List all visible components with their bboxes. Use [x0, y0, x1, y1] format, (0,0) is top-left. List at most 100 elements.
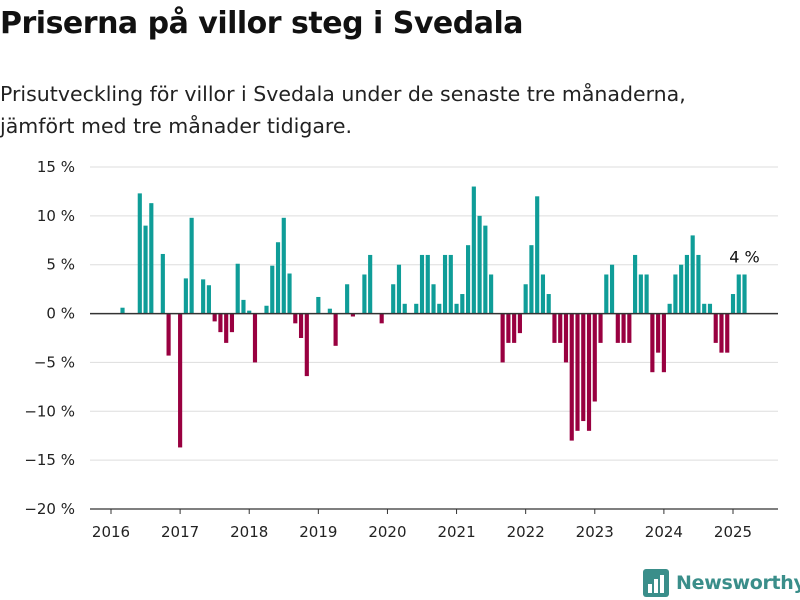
bar: [316, 296, 321, 314]
bar: [391, 284, 396, 314]
bar: [137, 193, 142, 314]
bar: [546, 294, 551, 314]
bar: [644, 274, 649, 314]
bar: [264, 305, 269, 314]
x-tick-label: 2022: [507, 523, 545, 541]
bar: [431, 284, 436, 314]
bar: [667, 303, 672, 314]
bar: [702, 303, 707, 314]
bar: [304, 313, 309, 377]
bar: [615, 313, 620, 343]
bar: [621, 313, 626, 343]
bar: [679, 264, 684, 314]
bar: [166, 313, 171, 356]
bar: [523, 284, 528, 314]
bar: [419, 254, 425, 314]
x-tick-label: 2019: [299, 523, 337, 541]
bar: [178, 313, 183, 448]
bar: [650, 313, 655, 373]
bar: [460, 294, 465, 314]
bar: [466, 245, 471, 314]
bar: [592, 313, 597, 402]
bar: [270, 265, 275, 314]
bar: [707, 303, 713, 314]
bar: [719, 313, 724, 353]
bar: [298, 313, 304, 338]
chart-subtitle: Prisutveckling för villor i Svedala unde…: [0, 82, 686, 138]
bar: [201, 279, 206, 314]
bar: [224, 313, 229, 343]
bar: [633, 254, 638, 314]
bar: [442, 254, 448, 314]
bar: [517, 313, 522, 334]
bar: [609, 264, 615, 314]
bar: [149, 203, 154, 314]
bar: [586, 313, 592, 431]
bar: [540, 274, 546, 314]
x-tick-label: 2025: [714, 523, 752, 541]
bar: [569, 313, 574, 441]
bar: [477, 215, 482, 314]
bar: [483, 225, 488, 314]
bar: [425, 254, 430, 314]
bar: [396, 264, 402, 314]
bar: [725, 313, 730, 353]
bar: [206, 285, 211, 314]
x-tick-label: 2018: [230, 523, 268, 541]
bar: [684, 254, 689, 314]
bar: [627, 313, 632, 343]
x-tick-label: 2024: [645, 523, 683, 541]
bar: [742, 274, 747, 314]
bar: [500, 313, 505, 363]
y-tick-label: 10 %: [37, 207, 75, 225]
bar: [581, 313, 586, 422]
bar: [160, 253, 165, 314]
annotation-label: 4 %: [729, 247, 759, 266]
bar: [212, 313, 217, 322]
bar: [229, 313, 235, 333]
bar: [598, 313, 603, 343]
bar: [143, 225, 148, 314]
bar: [414, 303, 419, 314]
bar: [471, 186, 476, 314]
bar: [333, 313, 338, 346]
bar-chart-logo-icon: [643, 569, 669, 597]
bar: [448, 254, 453, 314]
bar: [379, 313, 384, 324]
bar: [281, 217, 286, 314]
bar: [293, 313, 298, 324]
bar: [275, 242, 281, 314]
bar: [661, 313, 666, 373]
bar: [535, 196, 540, 314]
y-tick-label: −20 %: [24, 500, 75, 518]
x-tick-label: 2020: [368, 523, 406, 541]
bar: [638, 274, 643, 314]
bar: [673, 274, 678, 314]
y-tick-label: −10 %: [24, 402, 75, 420]
bar: [327, 308, 332, 314]
bar: [730, 294, 736, 314]
x-tick-label: 2023: [576, 523, 614, 541]
bar: [454, 303, 459, 314]
bar: [350, 313, 355, 317]
bar: [489, 274, 494, 314]
bar: [241, 299, 246, 314]
brand-name: Newsworthy: [676, 572, 800, 594]
bar: [218, 313, 223, 333]
bar: [368, 254, 373, 314]
bar: [235, 263, 240, 314]
bar: [563, 313, 569, 363]
bar: [696, 254, 701, 314]
bar: [402, 303, 407, 314]
y-tick-label: −15 %: [24, 451, 75, 469]
y-tick-label: 5 %: [46, 256, 75, 274]
bar: [558, 313, 563, 343]
bar: [183, 278, 188, 314]
bar: [345, 284, 350, 314]
bar: [713, 313, 718, 343]
brand-logo: Newsworthy: [643, 568, 800, 598]
bar: [575, 313, 580, 431]
bar: [529, 245, 534, 314]
bar: [362, 274, 367, 314]
